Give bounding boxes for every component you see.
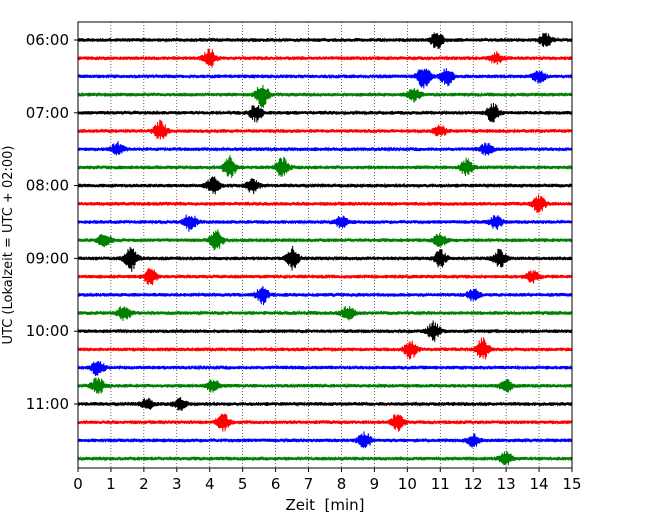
- y-tick-label: 08:00: [26, 177, 69, 195]
- trace-0830: [77, 214, 573, 232]
- trace-1000: [77, 320, 573, 342]
- trace-0800: [77, 176, 573, 195]
- trace-1115: [77, 413, 573, 432]
- x-tick-label: 5: [238, 475, 248, 493]
- x-axis: 0 1 2 3 4 5 6 7 8 9 10 11 12 13 14 15: [73, 468, 582, 493]
- y-axis: 06:00 07:00 08:00 09:00 10:00 11:00: [26, 31, 78, 413]
- trace-1145: [77, 450, 573, 466]
- trace-0745: [77, 155, 573, 178]
- grid-lines: [110, 22, 540, 468]
- x-tick-label: 12: [464, 475, 483, 493]
- trace-1130: [77, 431, 573, 449]
- trace-0915: [77, 268, 573, 285]
- trace-0645: [77, 84, 573, 108]
- trace-0630: [77, 68, 573, 89]
- x-tick-label: 8: [337, 475, 347, 493]
- y-axis-label: UTC (Lokalzeit = UTC + 02:00): [1, 146, 16, 345]
- x-tick-label: 7: [304, 475, 314, 493]
- trace-0730: [77, 141, 573, 156]
- x-tick-label: 3: [172, 475, 182, 493]
- trace-0900: [77, 245, 573, 272]
- y-tick-label: 11:00: [26, 395, 69, 413]
- x-tick-label: 0: [73, 475, 83, 493]
- trace-1015: [77, 337, 573, 360]
- x-tick-label: 6: [271, 475, 281, 493]
- trace-0815: [77, 194, 573, 213]
- x-tick-label: 1: [106, 475, 116, 493]
- x-tick-label: 10: [398, 475, 417, 493]
- trace-area: [77, 32, 573, 466]
- x-tick-label: 9: [370, 475, 380, 493]
- x-tick-label: 4: [205, 475, 215, 493]
- y-tick-label: 06:00: [26, 31, 69, 49]
- y-tick-label: 10:00: [26, 322, 69, 340]
- x-tick-label: 13: [497, 475, 516, 493]
- trace-1045: [77, 377, 573, 394]
- trace-1030: [77, 360, 573, 377]
- trace-1100: [77, 397, 573, 411]
- plot-frame: [77, 21, 573, 469]
- x-tick-label: 11: [431, 475, 450, 493]
- trace-0700: [77, 103, 573, 123]
- x-tick-label: 2: [139, 475, 149, 493]
- trace-0615: [77, 48, 573, 68]
- y-tick-label: 09:00: [26, 249, 69, 267]
- trace-0715: [77, 119, 573, 140]
- x-tick-label: 15: [562, 475, 581, 493]
- x-axis-label: Zeit [min]: [285, 496, 364, 514]
- y-tick-label: 07:00: [26, 104, 69, 122]
- trace-0845: [77, 229, 573, 251]
- trace-0600: [77, 32, 573, 50]
- x-tick-label: 14: [530, 475, 549, 493]
- trace-0930: [77, 285, 573, 306]
- trace-0945: [77, 305, 573, 322]
